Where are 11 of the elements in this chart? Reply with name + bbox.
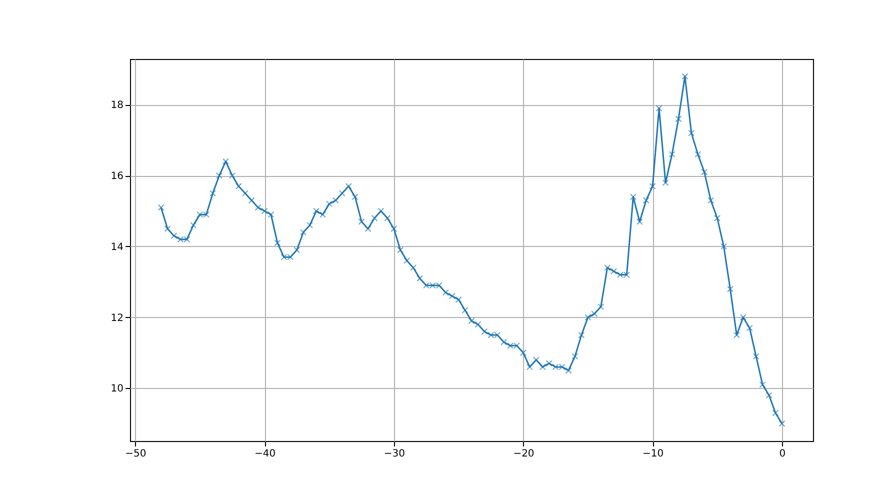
x-tick-label: −20: [513, 448, 534, 460]
y-tick-label: 10: [110, 384, 124, 395]
x-tick-label: −10: [642, 448, 664, 460]
x-tick-label: −30: [384, 448, 405, 460]
x-tick-label: −50: [125, 448, 146, 460]
y-tick-label: 14: [110, 242, 124, 253]
x-tick-label: 0: [779, 448, 786, 460]
y-tick-label: 18: [110, 100, 124, 112]
y-tick-label: 12: [110, 312, 124, 324]
x-tick-label: −40: [254, 448, 276, 460]
y-tick-label: 16: [110, 171, 124, 182]
